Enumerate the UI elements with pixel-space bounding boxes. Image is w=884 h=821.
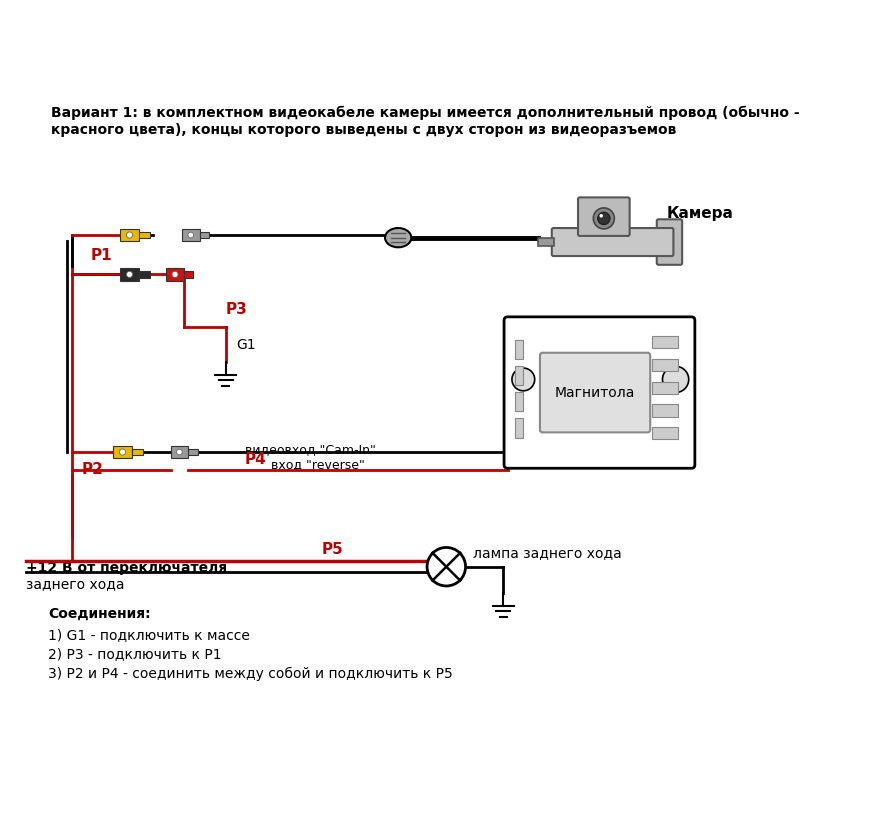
Bar bbox=[166, 268, 184, 281]
Text: 2) P3 - подключить к P1: 2) P3 - подключить к P1 bbox=[48, 647, 222, 661]
Text: Магнитола: Магнитола bbox=[555, 386, 636, 400]
Text: G1: G1 bbox=[236, 337, 255, 352]
Circle shape bbox=[172, 272, 178, 277]
Circle shape bbox=[598, 213, 610, 224]
Bar bbox=[139, 232, 149, 238]
Bar bbox=[182, 229, 200, 241]
Circle shape bbox=[177, 449, 182, 455]
Circle shape bbox=[427, 548, 466, 586]
Text: P1: P1 bbox=[90, 248, 111, 263]
Text: +12 В от переключателя: +12 В от переключателя bbox=[27, 562, 227, 576]
Text: вход "reverse": вход "reverse" bbox=[271, 458, 365, 470]
Circle shape bbox=[662, 366, 689, 392]
Bar bbox=[120, 268, 139, 281]
FancyBboxPatch shape bbox=[552, 228, 674, 256]
FancyBboxPatch shape bbox=[657, 219, 682, 265]
Text: красного цвета), концы которого выведены с двух сторон из видеоразъемов: красного цвета), концы которого выведены… bbox=[50, 123, 676, 137]
Bar bbox=[652, 427, 678, 439]
Text: 1) G1 - подключить к массе: 1) G1 - подключить к массе bbox=[48, 628, 250, 642]
FancyBboxPatch shape bbox=[504, 317, 695, 468]
Bar bbox=[652, 405, 678, 416]
FancyBboxPatch shape bbox=[578, 197, 629, 236]
Circle shape bbox=[188, 232, 194, 238]
Circle shape bbox=[126, 272, 133, 277]
Bar bbox=[113, 446, 132, 458]
Bar bbox=[514, 366, 523, 385]
Text: Вариант 1: в комплектном видеокабеле камеры имеется дополнительный провод (обычн: Вариант 1: в комплектном видеокабеле кам… bbox=[50, 106, 799, 120]
Text: Камера: Камера bbox=[667, 206, 734, 221]
Bar bbox=[514, 392, 523, 411]
Text: заднего хода: заднего хода bbox=[27, 577, 125, 591]
Bar bbox=[514, 419, 523, 438]
Text: видеовход "Cam-In": видеовход "Cam-In" bbox=[245, 443, 376, 456]
Bar bbox=[132, 449, 142, 456]
Text: P5: P5 bbox=[322, 543, 344, 557]
FancyBboxPatch shape bbox=[540, 353, 651, 433]
Bar bbox=[537, 237, 553, 246]
Circle shape bbox=[126, 232, 133, 238]
Text: P3: P3 bbox=[225, 302, 248, 317]
Bar bbox=[139, 271, 149, 277]
Circle shape bbox=[593, 208, 614, 229]
Bar bbox=[652, 336, 678, 348]
Text: лампа заднего хода: лампа заднего хода bbox=[473, 546, 621, 560]
Text: P2: P2 bbox=[81, 462, 103, 477]
Text: Соединения:: Соединения: bbox=[48, 607, 151, 621]
Bar bbox=[200, 232, 210, 238]
Bar bbox=[120, 229, 139, 241]
Bar bbox=[652, 359, 678, 371]
Bar bbox=[514, 340, 523, 359]
Bar bbox=[184, 271, 194, 277]
Circle shape bbox=[599, 214, 603, 218]
Bar bbox=[171, 447, 188, 458]
Bar bbox=[652, 382, 678, 394]
Circle shape bbox=[512, 368, 535, 391]
Bar bbox=[188, 449, 198, 455]
Text: P4: P4 bbox=[245, 452, 267, 467]
Circle shape bbox=[119, 449, 126, 455]
Text: 3) P2 и P4 - соединить между собой и подключить к P5: 3) P2 и P4 - соединить между собой и под… bbox=[48, 667, 453, 681]
Ellipse shape bbox=[385, 228, 411, 247]
